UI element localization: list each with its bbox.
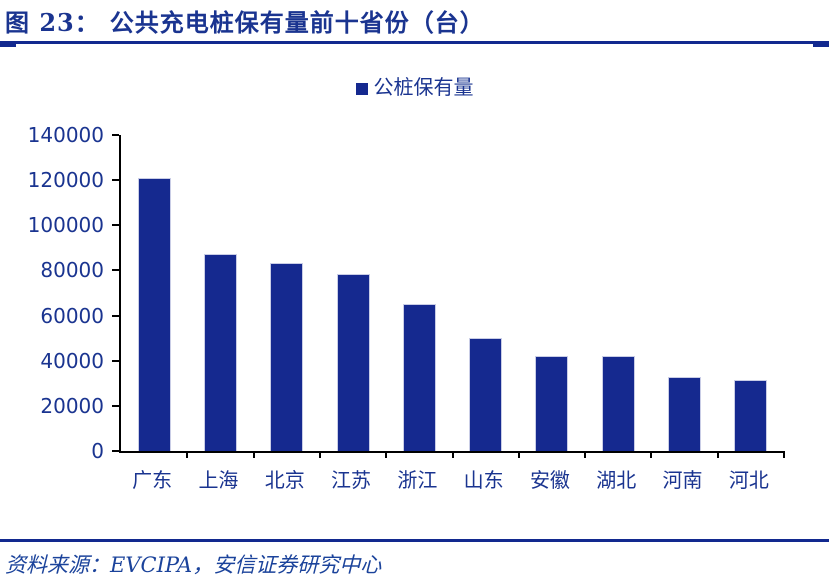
y-axis-tick-label: 20000	[40, 393, 104, 418]
chart-legend: 公桩保有量	[0, 71, 829, 100]
x-axis-category-label: 江苏	[331, 468, 372, 492]
legend-label: 公桩保有量	[373, 75, 474, 99]
y-axis-tick-label: 80000	[40, 258, 104, 283]
x-axis-tick	[716, 451, 719, 458]
x-axis-category-label: 北京	[264, 468, 305, 492]
y-axis-tick-label: 140000	[27, 123, 104, 147]
figure-title-text: 公共充电桩保有量前十省份（台）	[109, 8, 485, 37]
y-axis-tick	[112, 179, 119, 182]
y-axis-tick	[112, 450, 119, 452]
figure-title: 图 23： 公共充电桩保有量前十省份（台）	[5, 3, 485, 38]
legend-square-icon	[355, 83, 368, 95]
x-axis-category-label: 浙江	[397, 468, 438, 492]
title-rule	[0, 41, 829, 44]
x-axis-category-label: 湖北	[596, 468, 637, 492]
figure-number-label: 图 23：	[5, 8, 100, 37]
x-axis-category-label: 安徽	[529, 468, 570, 492]
x-axis-tick	[385, 451, 388, 458]
y-axis-tick-label: 0	[91, 439, 104, 463]
bar	[668, 376, 702, 451]
y-axis-tick	[112, 134, 119, 136]
x-axis-tick	[783, 451, 785, 458]
y-axis-tick-label: 120000	[27, 168, 104, 193]
footer-rule	[0, 539, 829, 542]
bar	[469, 338, 503, 451]
x-axis-category-label: 山东	[463, 468, 504, 492]
y-axis-tick-label: 60000	[40, 303, 104, 328]
y-axis-tick	[112, 359, 119, 362]
x-axis-category-label: 广东	[132, 468, 173, 492]
bar	[734, 379, 768, 451]
x-axis-tick	[584, 451, 587, 458]
x-axis-tick	[517, 451, 520, 458]
y-axis-labels: 0 20000 40000 60000 80000 100000 120000 140000	[0, 125, 104, 461]
bar	[137, 177, 171, 451]
title-rule-left-tab	[0, 44, 16, 47]
x-axis-tick	[318, 451, 321, 458]
x-axis-category-label: 河北	[728, 468, 769, 492]
bar	[336, 273, 370, 451]
x-axis-category-label: 上海	[198, 468, 239, 492]
x-axis-tick	[650, 451, 653, 458]
bar	[535, 356, 569, 451]
title-rule-right-tab	[813, 44, 829, 47]
source-note: 资料来源：EVCIPA，安信证券研究中心	[5, 553, 382, 577]
bar	[402, 304, 436, 451]
bar	[601, 356, 635, 451]
bar	[270, 262, 304, 451]
plot-area	[112, 134, 785, 458]
x-axis-tick	[252, 451, 255, 458]
x-axis-tick	[186, 451, 189, 458]
y-axis-tick-label: 40000	[40, 348, 104, 373]
y-axis-tick	[112, 314, 119, 317]
y-axis-tick	[112, 224, 119, 227]
y-axis-tick	[112, 269, 119, 272]
bar	[203, 253, 237, 451]
x-axis-labels: 广东 上海 北京 江苏 浙江 山东 安徽 湖北 河南 河北	[119, 464, 782, 492]
y-axis-tick-label: 100000	[27, 213, 104, 238]
y-axis-tick	[112, 404, 119, 407]
x-axis-tick	[451, 451, 454, 458]
x-axis-category-label: 河南	[662, 468, 703, 492]
